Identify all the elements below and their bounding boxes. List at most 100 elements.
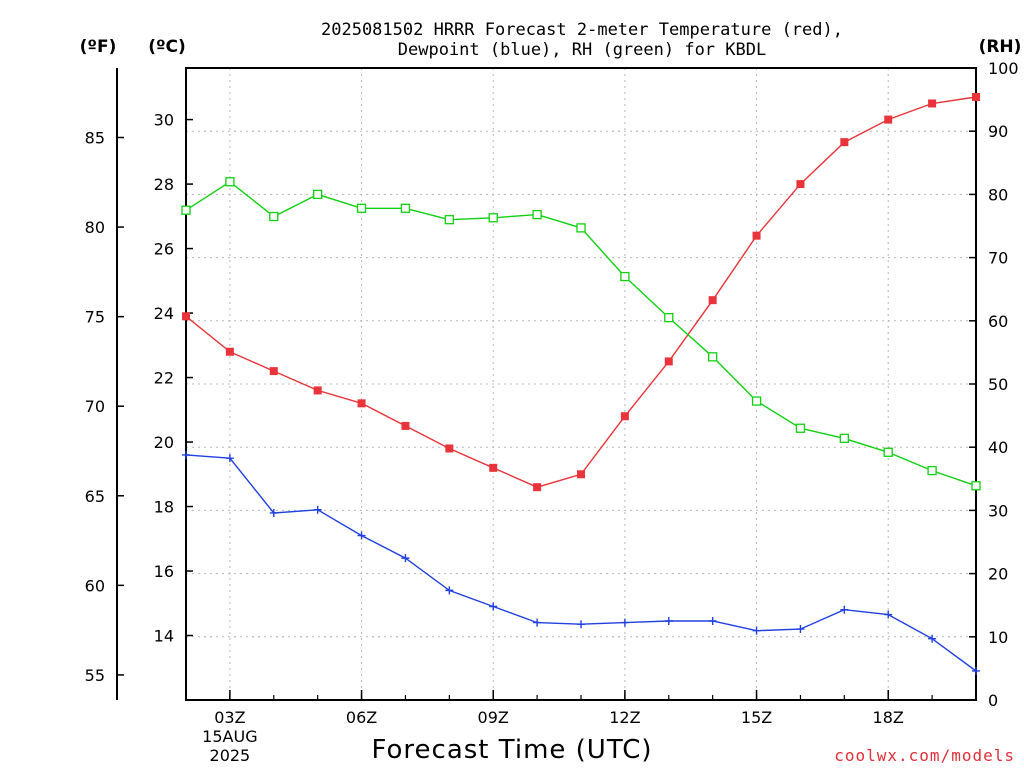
rh-point [795, 423, 806, 433]
temperature-point [401, 421, 410, 430]
rh-point [839, 433, 849, 444]
celsius-unit-label: (ºC) [148, 37, 186, 57]
rh-point [883, 447, 893, 457]
rh-point [313, 189, 323, 200]
dewpoint-point [620, 618, 629, 627]
fahrenheit-tick-label: 60 [85, 576, 105, 595]
celsius-tick-label: 30 [154, 111, 174, 130]
x-tick-date-label: 15AUG [202, 727, 257, 746]
x-tick-label: 09Z [478, 708, 509, 727]
dewpoint-point [708, 617, 717, 625]
rh-point [225, 177, 235, 187]
temperature-point [577, 470, 585, 479]
dewpoint-point [533, 618, 542, 627]
chart-title-line2: Dewpoint (blue), RH (green) for KBDL [398, 40, 766, 60]
watermark-text: coolwx.com/models [834, 746, 1015, 765]
rh-tick-label: 80 [988, 185, 1008, 204]
fahrenheit-tick-label: 55 [85, 666, 105, 685]
dewpoint-point [401, 554, 410, 563]
temperature-point [796, 180, 805, 189]
rh-tick-label: 100 [988, 59, 1019, 78]
temperature-point [489, 463, 498, 472]
temperature-point [313, 386, 322, 395]
rh-tick-label: 20 [988, 565, 1008, 584]
dewpoint-point [445, 586, 454, 595]
dewpoint-point [182, 450, 190, 459]
temperature-point [752, 231, 761, 240]
temperature-point [884, 115, 893, 124]
celsius-tick-label: 16 [154, 562, 174, 581]
dewpoint-point [269, 508, 278, 517]
x-tick-label: 06Z [346, 708, 377, 727]
temperature-point [445, 444, 454, 453]
rh-point [400, 203, 411, 213]
celsius-tick-label: 26 [154, 240, 174, 259]
x-tick-label: 03Z [214, 708, 245, 727]
dewpoint-point [972, 666, 980, 675]
temperature-point [225, 347, 234, 356]
rh-point [576, 223, 586, 233]
celsius-tick-label: 28 [154, 175, 174, 194]
marker-layer [181, 93, 981, 675]
rh-point [356, 203, 367, 213]
x-tick-label: 15Z [741, 708, 772, 727]
temperature-point [357, 399, 366, 408]
rh-tick-label: 0 [988, 691, 998, 710]
dewpoint-point [313, 505, 322, 514]
x-axis-label: Forecast Time (UTC) [371, 735, 652, 765]
rh-point [532, 209, 542, 220]
fahrenheit-unit-label: (ºF) [80, 37, 117, 57]
celsius-tick-label: 24 [154, 304, 174, 323]
celsius-tick-label: 20 [154, 433, 174, 452]
dewpoint-point [884, 610, 893, 619]
temperature-point [182, 312, 190, 321]
rh-tick-label: 60 [988, 312, 1008, 331]
rh-tick-label: 40 [988, 438, 1008, 457]
chart-title-line1: 2025081502 HRRR Forecast 2-meter Tempera… [321, 20, 843, 40]
temperature-point [928, 99, 937, 108]
rh-tick-label: 50 [988, 375, 1008, 394]
dewpoint-point [796, 625, 805, 634]
temperature-point [620, 412, 629, 421]
celsius-tick-label: 18 [154, 498, 174, 517]
dewpoint-point [928, 634, 937, 643]
rh-tick-label: 90 [988, 122, 1008, 141]
fahrenheit-tick-label: 70 [85, 397, 105, 416]
rh-unit-label: (RH) [979, 37, 1022, 57]
fahrenheit-tick-label: 85 [85, 129, 105, 148]
temperature-point [972, 93, 980, 102]
x-tick-label: 12Z [609, 708, 640, 727]
rh-point [708, 352, 718, 362]
rh-tick-label: 70 [988, 249, 1008, 268]
temperature-point [533, 483, 542, 492]
dewpoint-point [752, 626, 761, 635]
x-tick-label: 18Z [873, 708, 904, 727]
dewpoint-point [225, 454, 234, 463]
fahrenheit-tick-label: 80 [85, 218, 105, 237]
dewpoint-point [664, 617, 673, 625]
rh-tick-label: 10 [988, 628, 1008, 647]
dewpoint-point [489, 602, 498, 611]
fahrenheit-tick-label: 65 [85, 487, 105, 506]
dewpoint-point [357, 531, 366, 540]
dewpoint-point [840, 605, 849, 614]
rh-point [269, 211, 279, 222]
temperature-point [840, 138, 849, 147]
x-tick-year-label: 2025 [210, 746, 251, 765]
rh-point [488, 213, 498, 223]
rh-point [664, 312, 674, 323]
rh-point [444, 215, 454, 225]
rh-point [751, 396, 762, 406]
fahrenheit-tick-label: 75 [85, 308, 105, 327]
celsius-tick-label: 14 [154, 627, 174, 646]
rh-tick-label: 30 [988, 501, 1008, 520]
temperature-point [269, 367, 278, 376]
rh-point [971, 481, 981, 491]
temperature-point [664, 357, 673, 366]
dewpoint-point [577, 620, 585, 629]
temperature-point [708, 296, 717, 305]
celsius-tick-label: 22 [154, 369, 174, 388]
axes-layer: 55 60 65 70 75 80 85 14 16 18 20 22 24 26 28 30 0 10 20 30 4… [85, 59, 1019, 765]
